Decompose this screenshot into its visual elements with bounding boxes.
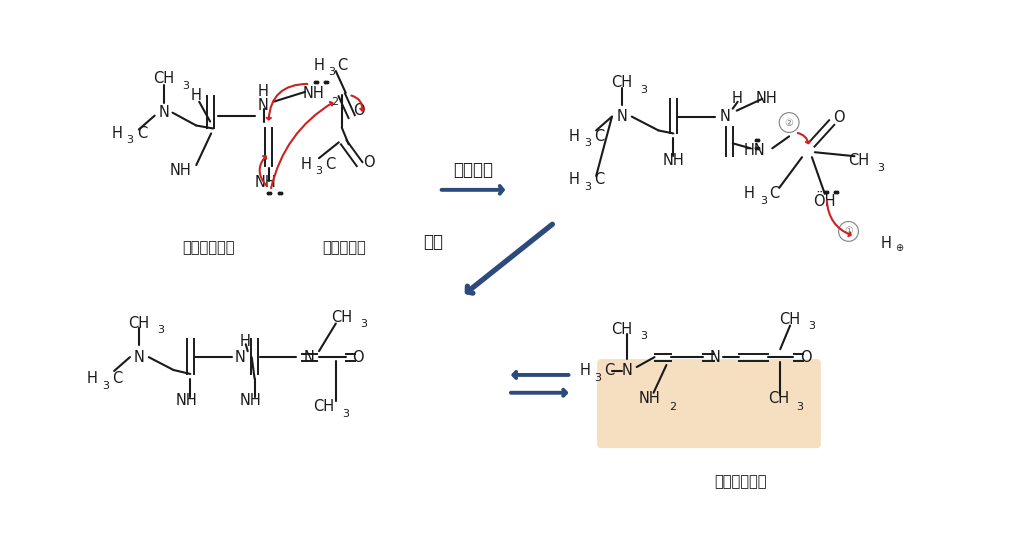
Text: H: H: [240, 334, 250, 349]
Text: N: N: [720, 109, 730, 124]
Text: C: C: [337, 58, 347, 73]
Text: H: H: [301, 157, 311, 171]
Text: 推定着色物質: 推定着色物質: [715, 474, 767, 490]
Text: NH: NH: [756, 91, 777, 106]
Text: H: H: [112, 126, 123, 141]
Text: 3: 3: [877, 163, 884, 173]
Text: 3: 3: [101, 381, 109, 391]
Text: H: H: [580, 363, 591, 379]
Text: ②: ②: [784, 118, 794, 127]
Text: O: O: [353, 103, 365, 118]
FancyBboxPatch shape: [597, 359, 821, 448]
Text: 3: 3: [342, 409, 349, 418]
Text: NH: NH: [663, 153, 684, 168]
Text: CH: CH: [611, 76, 633, 90]
Text: H: H: [731, 91, 742, 106]
Text: CH: CH: [779, 312, 801, 327]
Text: ジアセチル: ジアセチル: [322, 240, 366, 255]
Text: 3: 3: [808, 322, 815, 331]
Text: N: N: [616, 109, 628, 124]
Text: 3: 3: [584, 182, 591, 192]
Text: C: C: [594, 172, 604, 188]
Text: 3: 3: [640, 85, 647, 95]
Text: H: H: [313, 58, 325, 73]
Text: O: O: [352, 350, 364, 364]
Text: N: N: [622, 363, 632, 379]
Text: H: H: [569, 172, 580, 188]
Text: CH: CH: [768, 391, 788, 406]
Text: 脱水: 脱水: [423, 233, 442, 251]
Text: 3: 3: [329, 67, 335, 77]
Text: NH: NH: [255, 175, 276, 190]
Text: H: H: [190, 88, 202, 103]
Text: CH: CH: [153, 71, 174, 86]
Text: HN: HN: [743, 143, 765, 158]
Text: 3: 3: [360, 319, 367, 330]
Text: H: H: [569, 129, 580, 144]
Text: メトホルミン: メトホルミン: [182, 240, 234, 255]
Text: ⊕: ⊕: [895, 243, 903, 254]
Text: N: N: [133, 350, 144, 364]
Text: 2: 2: [332, 97, 338, 107]
Text: CH: CH: [331, 310, 352, 325]
Text: 2: 2: [669, 401, 676, 412]
Text: N: N: [158, 105, 169, 120]
Text: CH: CH: [611, 322, 633, 337]
Text: 3: 3: [584, 138, 591, 149]
Text: CH: CH: [848, 153, 869, 168]
Text: CH: CH: [128, 316, 150, 331]
Text: 3: 3: [315, 166, 323, 176]
Text: H: H: [257, 84, 268, 100]
Text: NH: NH: [302, 86, 324, 101]
Text: 3: 3: [182, 81, 188, 91]
Text: 求核付加: 求核付加: [454, 161, 494, 179]
Text: C: C: [136, 126, 147, 141]
Text: NH: NH: [240, 393, 261, 408]
Text: C: C: [594, 129, 604, 144]
Text: NH: NH: [639, 391, 660, 406]
Text: ÖH: ÖH: [813, 194, 836, 209]
Text: O: O: [833, 110, 845, 125]
Text: O: O: [800, 350, 812, 364]
Text: N: N: [234, 350, 245, 364]
Text: H: H: [881, 236, 892, 251]
Text: ①: ①: [844, 226, 853, 237]
Text: N: N: [304, 350, 314, 364]
Text: N: N: [710, 350, 720, 364]
Text: N: N: [257, 98, 268, 113]
Text: 3: 3: [760, 196, 767, 206]
Text: CH: CH: [313, 399, 335, 414]
Text: C: C: [112, 372, 122, 386]
Text: H: H: [744, 186, 755, 201]
Text: NH: NH: [170, 163, 191, 177]
Text: O: O: [362, 154, 375, 170]
Text: C: C: [325, 157, 335, 171]
Text: C: C: [769, 186, 779, 201]
Text: 3: 3: [157, 325, 164, 336]
Text: 3: 3: [797, 401, 804, 412]
Text: 3: 3: [640, 331, 647, 341]
Text: 3: 3: [126, 135, 133, 145]
Text: 3: 3: [595, 373, 602, 383]
Text: H: H: [87, 372, 97, 386]
Text: C: C: [604, 363, 614, 379]
Text: NH: NH: [175, 393, 198, 408]
